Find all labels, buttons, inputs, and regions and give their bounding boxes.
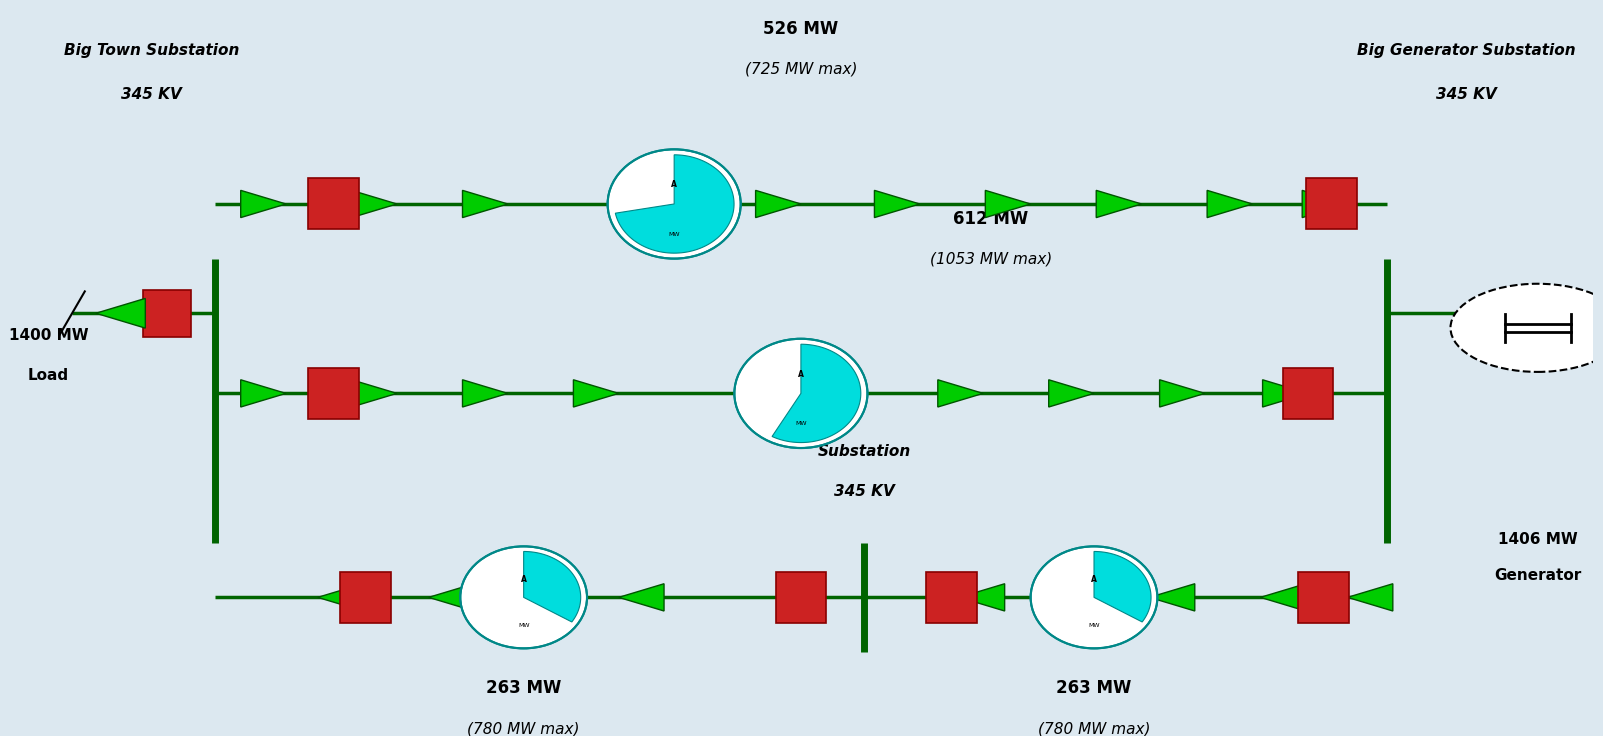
Polygon shape: [1260, 584, 1306, 611]
Polygon shape: [96, 298, 146, 328]
Polygon shape: [524, 551, 580, 622]
Text: 526 MW: 526 MW: [763, 20, 838, 38]
Polygon shape: [428, 584, 474, 611]
Polygon shape: [1093, 551, 1151, 622]
Polygon shape: [1096, 191, 1141, 218]
Polygon shape: [463, 191, 508, 218]
Text: A: A: [672, 180, 676, 189]
Bar: [1298, 572, 1350, 623]
Polygon shape: [1302, 191, 1348, 218]
Bar: [340, 572, 391, 623]
Text: MW: MW: [518, 623, 529, 628]
Text: 612 MW: 612 MW: [954, 210, 1029, 227]
Polygon shape: [938, 380, 983, 407]
Polygon shape: [351, 380, 398, 407]
Polygon shape: [1263, 380, 1308, 407]
Text: A: A: [798, 369, 803, 379]
Text: Substation: Substation: [818, 444, 911, 459]
Polygon shape: [1459, 298, 1508, 328]
Polygon shape: [240, 191, 285, 218]
Ellipse shape: [460, 546, 587, 648]
Text: MW: MW: [668, 232, 680, 236]
Polygon shape: [1159, 380, 1205, 407]
Polygon shape: [1149, 584, 1194, 611]
Bar: [143, 289, 191, 337]
Bar: [927, 572, 976, 623]
Text: 345 KV: 345 KV: [1436, 87, 1497, 102]
Text: MW: MW: [795, 421, 806, 426]
Bar: [308, 179, 359, 230]
Polygon shape: [773, 344, 861, 442]
Text: 1400 MW: 1400 MW: [8, 328, 88, 343]
Polygon shape: [986, 191, 1031, 218]
Polygon shape: [240, 380, 285, 407]
Polygon shape: [1207, 191, 1252, 218]
Text: Generator: Generator: [1494, 568, 1581, 583]
Polygon shape: [619, 584, 664, 611]
Text: 263 MW: 263 MW: [486, 679, 561, 698]
Text: A: A: [1092, 575, 1096, 584]
Text: Big Generator Substation: Big Generator Substation: [1358, 43, 1576, 58]
Polygon shape: [1048, 380, 1093, 407]
Bar: [1306, 179, 1358, 230]
Polygon shape: [616, 155, 734, 253]
Text: Load: Load: [27, 368, 69, 383]
Ellipse shape: [608, 149, 741, 258]
Polygon shape: [351, 191, 398, 218]
Polygon shape: [755, 191, 802, 218]
Ellipse shape: [1451, 284, 1603, 372]
Text: MW: MW: [1088, 623, 1100, 628]
Ellipse shape: [1031, 546, 1157, 648]
Text: 345 KV: 345 KV: [120, 87, 181, 102]
Text: 345 KV: 345 KV: [834, 484, 894, 499]
Text: 263 MW: 263 MW: [1056, 679, 1132, 698]
Text: A: A: [521, 575, 527, 584]
Polygon shape: [874, 191, 920, 218]
Polygon shape: [574, 380, 619, 407]
Polygon shape: [1348, 584, 1393, 611]
Text: (725 MW max): (725 MW max): [745, 62, 858, 77]
Polygon shape: [959, 584, 1005, 611]
Polygon shape: [463, 380, 508, 407]
Text: 1406 MW: 1406 MW: [1497, 531, 1577, 547]
Bar: [776, 572, 826, 623]
Bar: [1282, 368, 1334, 419]
Polygon shape: [317, 584, 362, 611]
Text: (780 MW max): (780 MW max): [1037, 721, 1151, 736]
Text: (1053 MW max): (1053 MW max): [930, 251, 1052, 266]
Text: Big Town Substation: Big Town Substation: [64, 43, 239, 58]
Bar: [308, 368, 359, 419]
Text: (780 MW max): (780 MW max): [468, 721, 580, 736]
Ellipse shape: [734, 339, 867, 448]
